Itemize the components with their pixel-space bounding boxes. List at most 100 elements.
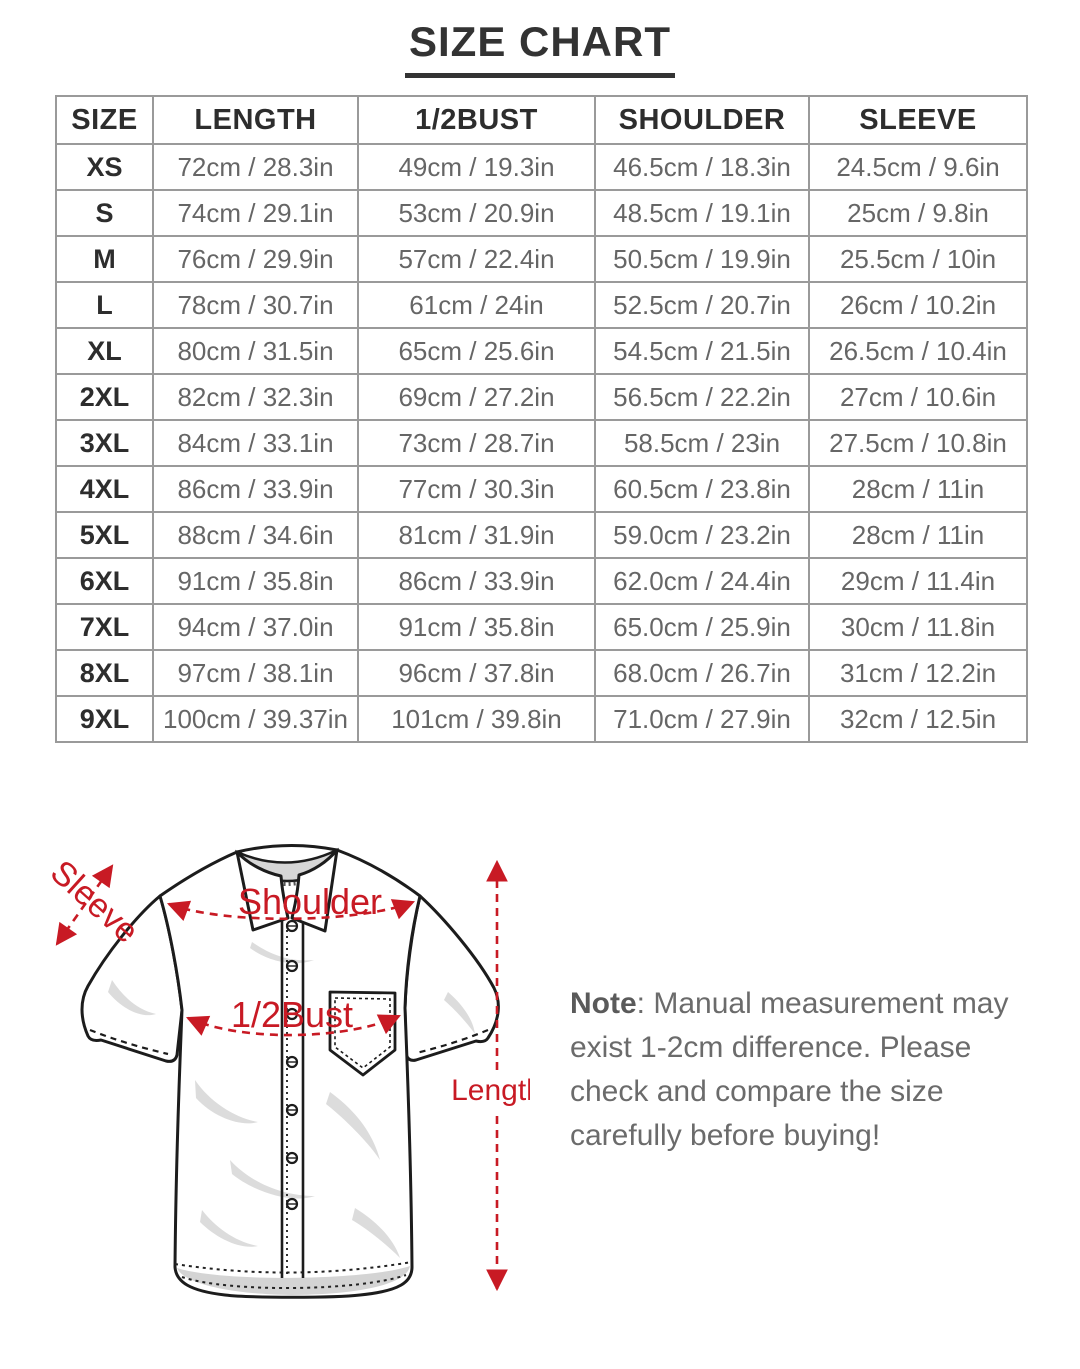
hem-inside [177,1266,410,1295]
shoulder-label: Shoulder [238,881,382,922]
fabric-creases-body [195,942,400,1258]
size-cell: 6XL [55,557,154,605]
measurement-cell: 76cm / 29.9in [152,235,359,283]
measurement-cell: 80cm / 31.5in [152,327,359,375]
size-cell: 3XL [55,419,154,467]
table-row: 2XL 82cm / 32.3in 69cm / 27.2in 56.5cm / 22… [55,373,1028,421]
measurement-cell: 28cm / 11in [808,465,1028,513]
measurement-cell: 53cm / 20.9in [357,189,596,237]
table-row: M 76cm / 29.9in 57cm / 22.4in 50.5cm / 19.9… [55,235,1028,283]
table-row: S 74cm / 29.1in 53cm / 20.9in 48.5cm / 19.1… [55,189,1028,237]
sleeve-label: Sleeve [43,853,146,951]
measurement-cell: 26cm / 10.2in [808,281,1028,329]
measurement-cell: 71.0cm / 27.9in [594,695,810,743]
measurement-cell: 24.5cm / 9.6in [808,143,1028,191]
measurement-cell: 31cm / 12.2in [808,649,1028,697]
measurement-cell: 60.5cm / 23.8in [594,465,810,513]
size-cell: XL [55,327,154,375]
button [285,959,299,973]
measurement-cell: 86cm / 33.9in [152,465,359,513]
size-cell: M [55,235,154,283]
measurement-cell: 61cm / 24in [357,281,596,329]
title-wrap: SIZE CHART [0,18,1080,78]
fabric-creases [108,980,475,1034]
table-row: 8XL 97cm / 38.1in 96cm / 37.8in 68.0cm / 26… [55,649,1028,697]
table-header-row: SIZE LENGTH 1/2BUST SHOULDER SLEEVE [55,95,1028,145]
size-table-body: XS 72cm / 28.3in 49cm / 19.3in 46.5cm / 18.… [55,143,1028,743]
measurement-cell: 52.5cm / 20.7in [594,281,810,329]
col-header-sleeve: SLEEVE [808,95,1028,145]
measurement-cell: 59.0cm / 23.2in [594,511,810,559]
note-label: Note [570,987,637,1020]
measurement-cell: 58.5cm / 23in [594,419,810,467]
table-row: 9XL 100cm / 39.37in 101cm / 39.8in 71.0cm /… [55,695,1028,743]
col-header-size: SIZE [55,95,154,145]
hem-stitch-bottom [181,1274,407,1289]
measurement-cell: 97cm / 38.1in [152,649,359,697]
measurement-cell: 54.5cm / 21.5in [594,327,810,375]
measurement-cell: 74cm / 29.1in [152,189,359,237]
table-row: 5XL 88cm / 34.6in 81cm / 31.9in 59.0cm / 23… [55,511,1028,559]
table-row: 3XL 84cm / 33.1in 73cm / 28.7in 58.5cm / 23… [55,419,1028,467]
note-body: : Manual measurement may exist 1-2cm dif… [570,987,1009,1153]
shirt-diagram: Sleeve Shoulder 1/2Bust Length [43,843,530,1299]
length-label: Length [451,1074,530,1107]
col-header-shoulder: SHOULDER [594,95,810,145]
measurement-cell: 25cm / 9.8in [808,189,1028,237]
measurement-cell: 65.0cm / 25.9in [594,603,810,651]
measurement-cell: 82cm / 32.3in [152,373,359,421]
measurement-cell: 68.0cm / 26.7in [594,649,810,697]
note-text: Note: Manual measurement may exist 1-2cm… [570,982,1050,1158]
measurement-cell: 50.5cm / 19.9in [594,235,810,283]
buttons [285,919,299,1211]
size-cell: S [55,189,154,237]
size-cell: 8XL [55,649,154,697]
measurement-cell: 29cm / 11.4in [808,557,1028,605]
size-cell: 2XL [55,373,154,421]
measurement-cell: 48.5cm / 19.1in [594,189,810,237]
table-row: 4XL 86cm / 33.9in 77cm / 30.3in 60.5cm / 23… [55,465,1028,513]
button [285,1055,299,1069]
sleeve-measure-line [55,864,114,946]
table-row: L 78cm / 30.7in 61cm / 24in 52.5cm / 20.7in… [55,281,1028,329]
measurement-cell: 73cm / 28.7in [357,419,596,467]
measurement-cell: 28cm / 11in [808,511,1028,559]
table-row: XS 72cm / 28.3in 49cm / 19.3in 46.5cm / 18.… [55,143,1028,191]
measurement-cell: 101cm / 39.8in [357,695,596,743]
measurement-cell: 62.0cm / 24.4in [594,557,810,605]
shirt-body [158,843,422,1299]
hem-stitch-top [174,1261,413,1274]
measurement-cell: 46.5cm / 18.3in [594,143,810,191]
measurement-cell: 91cm / 35.8in [152,557,359,605]
measurement-cell: 84cm / 33.1in [152,419,359,467]
measurement-cell: 32cm / 12.5in [808,695,1028,743]
placket [280,918,305,1278]
button [285,1151,299,1165]
measurement-cell: 81cm / 31.9in [357,511,596,559]
measurement-cell: 86cm / 33.9in [357,557,596,605]
measurement-cell: 27cm / 10.6in [808,373,1028,421]
measurement-cell: 69cm / 27.2in [357,373,596,421]
measurement-cell: 26.5cm / 10.4in [808,327,1028,375]
button [285,1197,299,1211]
measurement-cell: 88cm / 34.6in [152,511,359,559]
measurement-annotations [55,859,508,1292]
measurement-cell: 77cm / 30.3in [357,465,596,513]
button [285,919,299,933]
measurement-cell: 100cm / 39.37in [152,695,359,743]
right-cuff-stitch [415,1028,489,1055]
size-cell: 9XL [55,695,154,743]
table-row: 6XL 91cm / 35.8in 86cm / 33.9in 62.0cm / 24… [55,557,1028,605]
measurement-cell: 49cm / 19.3in [357,143,596,191]
size-cell: XS [55,143,154,191]
size-table: SIZE LENGTH 1/2BUST SHOULDER SLEEVE XS 72… [55,95,1028,743]
chest-pocket-stitch [334,997,391,1070]
measurement-cell: 96cm / 37.8in [357,649,596,697]
col-header-bust: 1/2BUST [357,95,596,145]
measurement-cell: 72cm / 28.3in [152,143,359,191]
table-row: 7XL 94cm / 37.0in 91cm / 35.8in 65.0cm / 25… [55,603,1028,651]
button [285,1103,299,1117]
col-header-length: LENGTH [152,95,359,145]
measurement-cell: 57cm / 22.4in [357,235,596,283]
measurement-cell: 27.5cm / 10.8in [808,419,1028,467]
